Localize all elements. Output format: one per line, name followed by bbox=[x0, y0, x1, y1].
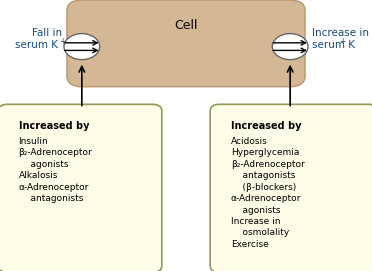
Circle shape bbox=[272, 34, 308, 60]
Text: Insulin
β₂-Adrenoceptor
    agonists
Alkalosis
α-Adrenoceptor
    antagonists: Insulin β₂-Adrenoceptor agonists Alkalos… bbox=[19, 137, 92, 203]
Circle shape bbox=[64, 34, 100, 60]
FancyBboxPatch shape bbox=[0, 104, 162, 271]
Text: Acidosis
Hyperglycemia
β₂-Adrenoceptor
    antagonists
    (β-blockers)
α-Adreno: Acidosis Hyperglycemia β₂-Adrenoceptor a… bbox=[231, 137, 304, 249]
FancyBboxPatch shape bbox=[67, 0, 305, 87]
FancyBboxPatch shape bbox=[210, 104, 372, 271]
Text: +: + bbox=[340, 37, 346, 46]
Text: Increased by: Increased by bbox=[19, 121, 89, 131]
Text: Increase in: Increase in bbox=[312, 28, 369, 38]
Text: Fall in: Fall in bbox=[32, 28, 62, 38]
Text: serum K: serum K bbox=[312, 40, 355, 50]
Text: +: + bbox=[59, 37, 65, 46]
Text: Cell: Cell bbox=[174, 19, 198, 32]
Text: Increased by: Increased by bbox=[231, 121, 301, 131]
Text: serum K: serum K bbox=[15, 40, 58, 50]
